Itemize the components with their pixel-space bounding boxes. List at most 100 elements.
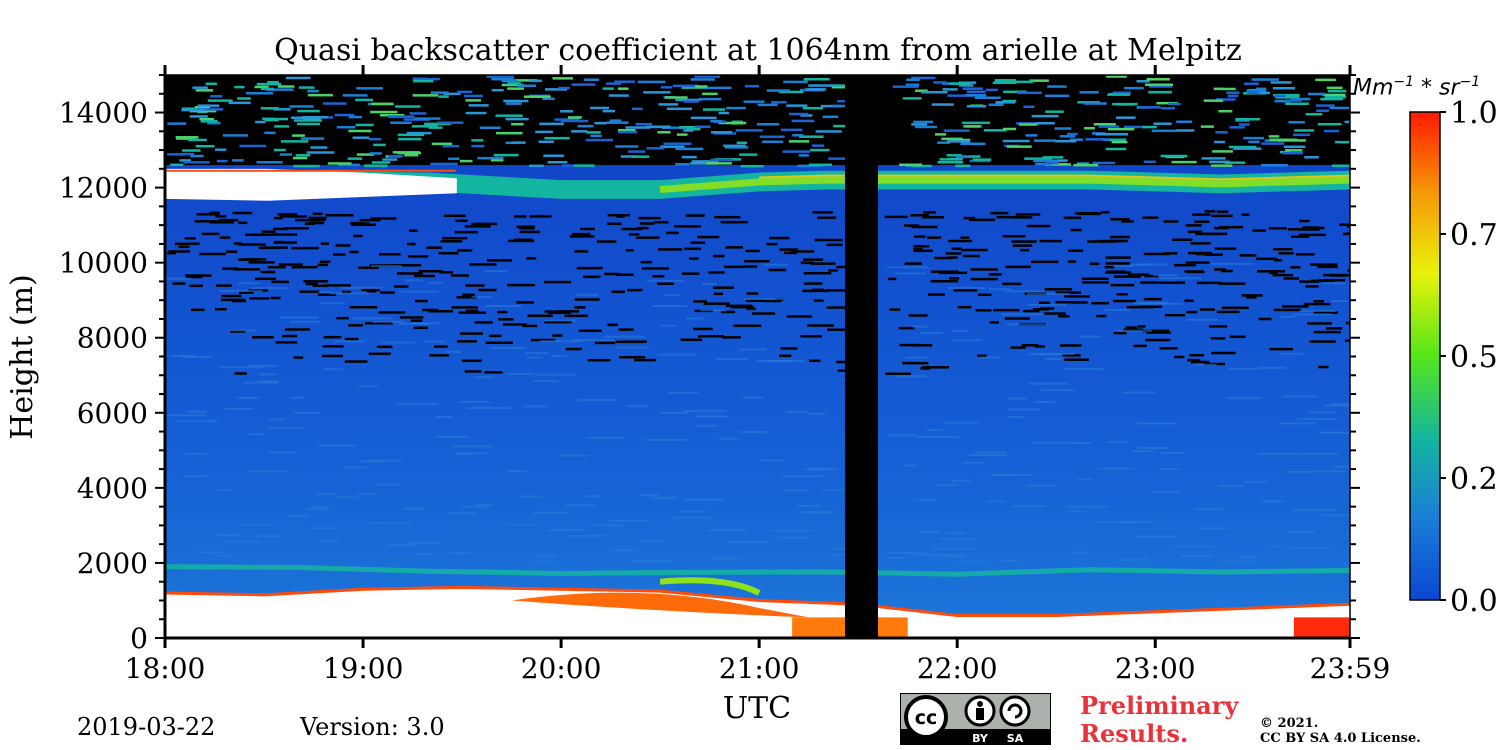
heatmap-noise-streak xyxy=(1189,353,1205,357)
heatmap-speckle xyxy=(1320,514,1350,517)
heatmap-noise-streak xyxy=(312,212,323,216)
heatmap-noise-streak xyxy=(703,302,730,305)
heatmap-speckle xyxy=(244,381,279,384)
heatmap-noise-streak xyxy=(249,297,270,300)
heatmap-speckle xyxy=(1077,478,1093,481)
heatmap-noise-streak xyxy=(1159,347,1178,350)
heatmap-noise-streak xyxy=(505,102,522,105)
heatmap-noise-streak xyxy=(439,271,454,274)
heatmap-noise-streak xyxy=(934,256,953,260)
heatmap-noise-streak xyxy=(477,156,504,160)
heatmap-noise-streak xyxy=(1106,75,1127,78)
heatmap-noise-streak xyxy=(229,330,246,333)
heatmap-noise-streak xyxy=(462,293,475,297)
heatmap-noise-streak xyxy=(348,115,362,119)
heatmap-noise-streak xyxy=(1077,212,1101,216)
heatmap-noise-streak xyxy=(260,87,274,91)
heatmap-speckle xyxy=(913,498,939,501)
heatmap-noise-streak xyxy=(1064,295,1090,298)
heatmap-speckle xyxy=(940,538,977,541)
heatmap-noise-streak xyxy=(681,86,707,89)
heatmap-speckle xyxy=(761,459,786,462)
heatmap-noise-streak xyxy=(460,332,483,335)
heatmap-noise-streak xyxy=(923,211,937,214)
x-tick-label: 23:00 xyxy=(1115,652,1196,685)
heatmap-noise-streak xyxy=(602,109,615,113)
heatmap-noise-streak xyxy=(1290,97,1311,101)
heatmap-noise-streak xyxy=(740,164,764,168)
heatmap-speckle xyxy=(1063,368,1104,371)
heatmap-noise-streak xyxy=(1220,87,1236,91)
heatmap-noise-streak xyxy=(379,114,405,117)
heatmap-noise-streak xyxy=(1200,125,1214,128)
heatmap-noise-streak xyxy=(515,301,535,304)
heatmap-noise-streak xyxy=(1304,156,1319,159)
heatmap-noise-streak xyxy=(511,141,526,144)
heatmap-noise-streak xyxy=(1146,331,1172,334)
heatmap-noise-streak xyxy=(413,326,428,330)
heatmap-noise-streak xyxy=(920,90,948,94)
heatmap-noise-streak xyxy=(303,280,329,283)
heatmap-noise-streak xyxy=(809,359,821,363)
heatmap-noise-streak xyxy=(1344,120,1350,124)
heatmap-noise-streak xyxy=(1105,147,1127,151)
heatmap-noise-streak xyxy=(1218,109,1233,113)
heatmap-speckle xyxy=(357,385,379,388)
heatmap-speckle xyxy=(639,540,667,543)
heatmap-noise-streak xyxy=(364,321,393,325)
heatmap-noise-streak xyxy=(1317,122,1342,126)
heatmap-speckle xyxy=(1292,313,1332,316)
heatmap-speckle xyxy=(448,512,477,515)
heatmap-noise-streak xyxy=(560,110,574,113)
heatmap-noise-streak xyxy=(958,84,974,87)
heatmap-speckle xyxy=(1282,395,1318,398)
heatmap-noise-streak xyxy=(676,133,688,136)
heatmap-noise-streak xyxy=(1084,102,1107,105)
heatmap-noise-streak xyxy=(594,121,608,125)
heatmap-noise-streak xyxy=(1095,133,1119,136)
heatmap-noise-streak xyxy=(219,236,231,239)
heatmap-noise-streak xyxy=(913,249,933,253)
heatmap-speckle xyxy=(225,407,254,410)
heatmap-noise-streak xyxy=(569,235,595,238)
heatmap-speckle xyxy=(1278,422,1315,425)
heatmap-noise-streak xyxy=(1076,162,1090,165)
heatmap-noise-streak xyxy=(376,345,393,349)
heatmap-noise-streak xyxy=(963,125,981,128)
colorbar-gradient xyxy=(1409,111,1441,601)
heatmap-noise-streak xyxy=(1136,79,1150,83)
heatmap-noise-streak xyxy=(370,217,397,220)
heatmap-noise-streak xyxy=(1113,331,1127,335)
heatmap-speckle xyxy=(685,498,725,501)
heatmap-speckle xyxy=(185,452,207,455)
heatmap-speckle xyxy=(387,543,415,546)
heatmap-noise-streak xyxy=(491,88,504,92)
heatmap-noise-streak xyxy=(456,340,477,343)
heatmap-noise-streak xyxy=(577,124,594,128)
heatmap-noise-streak xyxy=(543,154,564,158)
heatmap-speckle xyxy=(1011,505,1046,508)
heatmap-noise-streak xyxy=(408,229,418,232)
heatmap-speckle xyxy=(536,373,575,376)
heatmap-speckle xyxy=(886,266,929,269)
heatmap-noise-streak xyxy=(293,164,320,168)
heatmap-speckle xyxy=(309,527,340,530)
x-tick-label: 18:00 xyxy=(125,652,206,685)
aerosol-plume-edge xyxy=(659,577,761,596)
heatmap-noise-streak xyxy=(1185,224,1202,227)
heatmap-speckle xyxy=(397,403,439,406)
heatmap-noise-streak xyxy=(1033,159,1059,163)
heatmap-noise-streak xyxy=(1214,140,1225,144)
heatmap-speckle xyxy=(829,554,853,557)
heatmap-speckle xyxy=(808,467,829,470)
heatmap-noise-streak xyxy=(1045,161,1059,165)
heatmap-speckle xyxy=(551,354,567,357)
heatmap-noise-streak xyxy=(1142,125,1157,129)
heatmap-speckle xyxy=(1135,535,1180,538)
heatmap-noise-streak xyxy=(607,222,622,226)
heatmap-noise-streak xyxy=(931,103,954,106)
heatmap-noise-streak xyxy=(1109,235,1130,239)
heatmap-noise-streak xyxy=(356,87,383,90)
heatmap-noise-streak xyxy=(454,230,479,234)
heatmap-noise-streak xyxy=(292,134,305,137)
